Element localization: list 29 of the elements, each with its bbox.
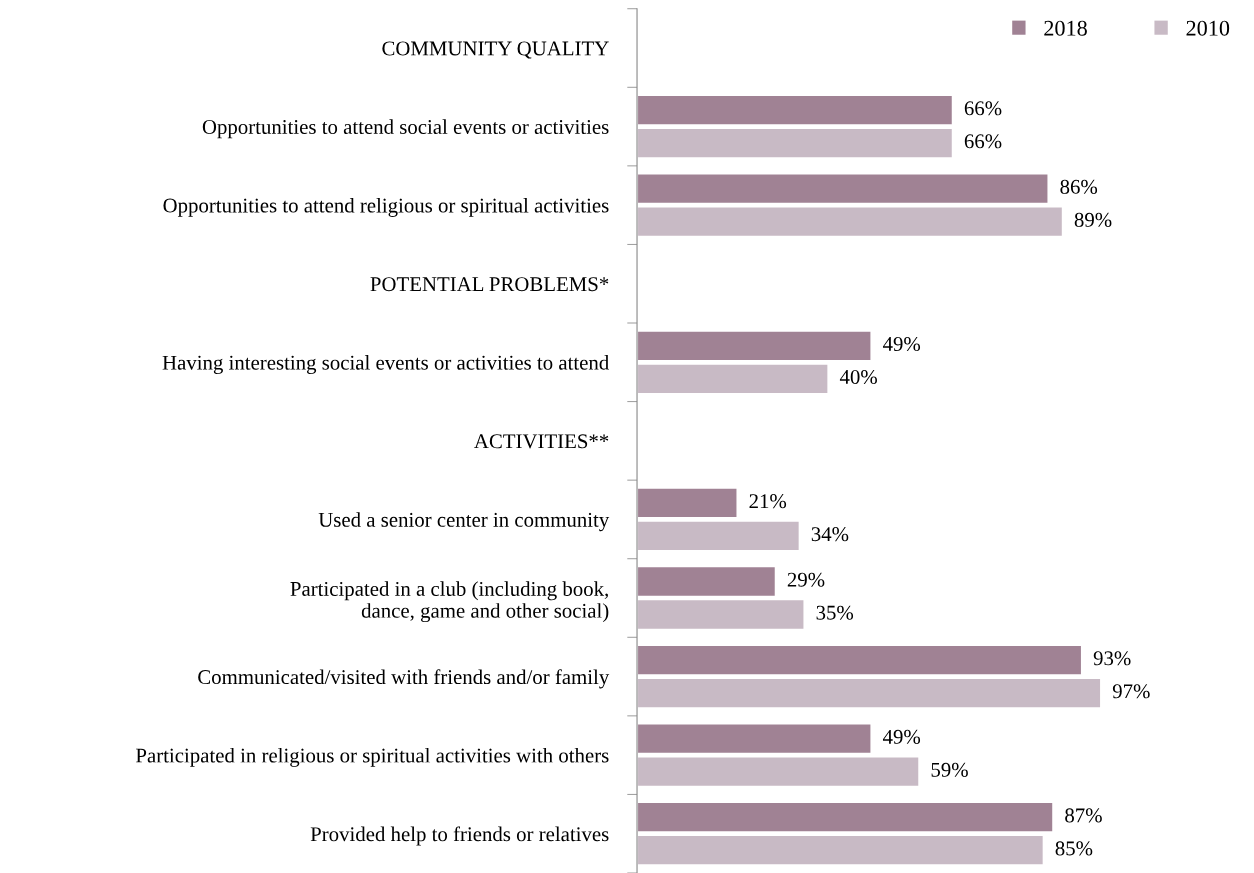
y-tick-label: COMMUNITY QUALITY xyxy=(382,41,609,59)
y-tick-label: POTENTIAL PROBLEMS* xyxy=(370,277,609,292)
y-tick-label: Opportunities to attend social events or activities xyxy=(202,119,609,139)
data-label: 40% xyxy=(839,369,877,385)
data-label: 29% xyxy=(787,572,825,587)
legend-label: 2018 xyxy=(1044,20,1087,36)
data-label: 35% xyxy=(816,605,854,620)
y-tick-label: Communicated/visited with friends and/or family xyxy=(198,669,610,689)
data-label: 86% xyxy=(1060,179,1098,194)
y-tick-label: Used a senior center in community xyxy=(318,512,610,532)
data-label: 66% xyxy=(964,101,1002,116)
data-label: 87% xyxy=(1065,808,1102,823)
data-label: 66% xyxy=(964,134,1002,149)
y-tick-label: ACTIVITIES** xyxy=(474,434,609,449)
data-label: 49% xyxy=(882,336,921,352)
data-label: 21% xyxy=(749,494,787,509)
y-tick-label: Opportunities to attend religious or spiritual activities xyxy=(163,197,609,217)
y-tick-label: Having interesting social events or activities to attend xyxy=(162,355,609,375)
data-label: 59% xyxy=(931,762,968,777)
data-label: 49% xyxy=(882,729,921,744)
data-label: 89% xyxy=(1074,212,1112,227)
y-tick-label: Participated in a club (including book, dance, game and other social) xyxy=(290,581,609,623)
data-label: 97% xyxy=(1112,684,1150,699)
legend-label: 2010 xyxy=(1186,20,1230,36)
y-tick-label: Provided help to friends or relatives xyxy=(310,826,609,846)
data-label: 34% xyxy=(811,527,849,542)
data-label: 85% xyxy=(1055,841,1093,856)
y-tick-label: Participated in religious or spiritual activities with others xyxy=(135,747,609,767)
data-label: 93% xyxy=(1093,651,1131,666)
